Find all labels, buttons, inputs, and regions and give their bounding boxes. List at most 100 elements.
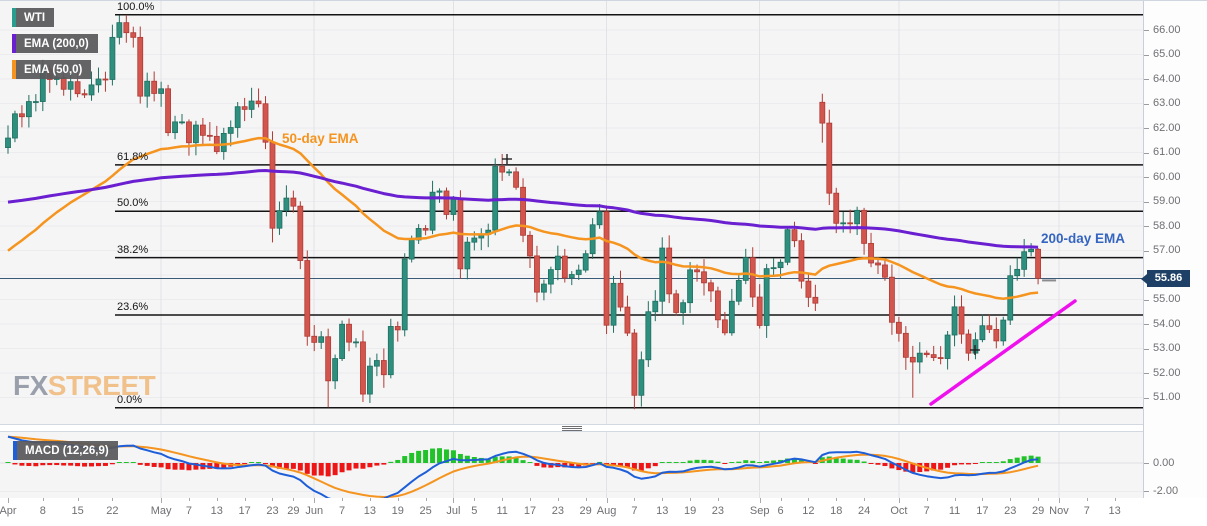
macd-bar [374,463,380,466]
macd-bar [290,463,296,469]
candle [798,233,805,289]
macd-bar [854,459,860,463]
time-tick-label: 29 [1031,505,1045,517]
candle [401,253,408,337]
legend-chip-symbol[interactable]: WTI [12,8,55,27]
main-chart-canvas[interactable]: 100.0% 61.8% 50.0% 38.2% 23.6% 0.0% [0,1,1143,424]
macd-bar [576,463,582,467]
macd-bar [513,457,519,463]
macd-bar [541,463,547,468]
time-tick [1038,498,1040,501]
macd-bar [263,463,269,464]
legend-chip-ema50[interactable]: EMA (50,0) [12,60,92,79]
candle [610,275,617,333]
price-tick [1144,79,1149,80]
candle [241,97,248,122]
time-tick-label: May [150,505,172,517]
time-tick-label: Nov [1049,505,1069,517]
macd-bar [19,463,25,466]
macd-bar [833,457,839,463]
candle [506,169,513,176]
trend-line[interactable] [929,299,1077,406]
ema50-annotation: 50-day EMA [282,131,359,146]
macd-canvas[interactable] [0,432,1143,499]
candle [930,345,937,362]
candle [568,271,575,286]
candle [144,72,151,108]
candle [1000,316,1007,346]
candle [1021,239,1028,277]
macd-bar [221,463,227,468]
candle [492,158,499,236]
macd-bar [631,463,637,471]
candle [380,348,387,388]
macd-bar [952,463,958,466]
candle [394,321,401,342]
time-axis[interactable]: Apr 8 15 22 May 7 13 17 23 29 Jun 7 13 19 25 Jul 5 11 17 23… [0,498,1207,526]
macd-bar [624,463,630,468]
candle [248,87,255,119]
candle [1028,243,1035,257]
macd-bar [276,463,282,469]
macd-bar [882,463,888,467]
macd-bar [666,461,672,463]
candle [582,250,589,273]
candle [464,237,471,280]
macd-bar [945,463,951,468]
time-tick-label: 8 [39,505,46,517]
time-tick [216,498,218,501]
time-tick [926,498,928,501]
macd-bar [715,461,721,463]
candle [311,325,318,352]
last-price-badge: 55.86 [1141,270,1190,287]
macd-bar [764,461,770,463]
macd-bar [137,463,143,465]
candle [360,330,366,403]
ema50-label: EMA (50,0) [24,63,83,76]
macd-bar [743,460,749,463]
macd-bar [972,463,978,464]
candle [81,89,88,99]
price-tick [1144,226,1149,227]
macd-bar [868,463,874,464]
macd-bar [311,463,317,476]
candle [367,357,373,404]
time-tick-label: 23 [266,505,279,517]
panel-resize-handle[interactable] [562,425,582,431]
candle [520,178,526,243]
macd-bar [791,458,797,463]
macd-bar [430,448,436,463]
price-tick [1144,250,1149,252]
price-axis[interactable]: 66.00 65.00 64.00 63.00 62.00 61.00 60.00 59.00… [1143,1,1207,498]
time-tick [1114,498,1116,501]
candle [937,346,944,365]
candle [708,279,714,302]
price-tick-label: 64.00 [1153,72,1181,85]
candle [25,94,32,128]
candle [861,207,867,255]
time-tick-label: Jun [305,505,324,517]
macd-bar [548,463,554,468]
macd-bar [986,462,992,463]
candle [130,26,137,48]
candle [868,232,874,268]
time-tick [606,498,608,503]
macd-bar [102,463,108,466]
candle [951,295,958,347]
candle [603,205,610,335]
candle [833,187,840,234]
legend-chip-macd[interactable]: MACD (12,26,9) [13,441,118,460]
time-tick [864,498,866,501]
macd-bar [116,462,122,463]
candlesticks[interactable] [5,14,1041,410]
symbol-label: WTI [24,11,46,24]
macd-tick [1144,491,1149,493]
macd-bar [381,463,387,465]
macd-bar [283,463,289,469]
macd-bar [158,463,164,468]
panel-divider[interactable] [0,424,1207,432]
time-tick-label: 11 [948,505,961,517]
macd-bar [931,463,937,471]
legend-chip-ema200[interactable]: EMA (200,0) [12,34,98,53]
time-tick [8,498,9,503]
